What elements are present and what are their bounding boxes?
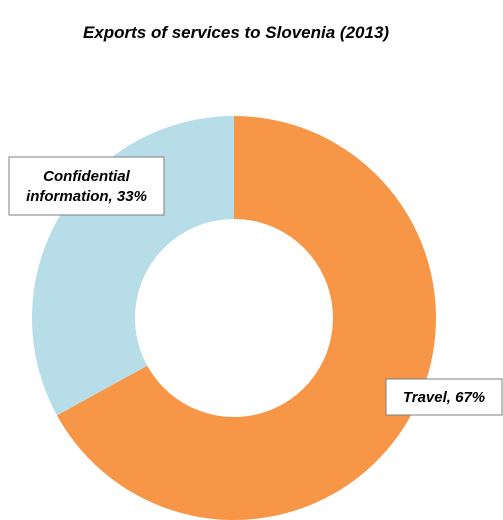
slice-travel: [56, 116, 437, 520]
data-label-box: [8, 156, 165, 216]
chart-title: Exports of services to Slovenia (2013): [83, 23, 389, 42]
data-label-text: information, 33%: [26, 188, 147, 205]
data-label-text: Travel, 67%: [403, 389, 485, 406]
data-label-travel: Travel, 67%: [385, 378, 503, 416]
data-label-box: [385, 378, 503, 416]
slice-labels: Travel, 67% Confidential information, 33%: [8, 156, 503, 416]
data-label-text: Confidential: [43, 168, 130, 185]
data-label-confidential-information: Confidential information, 33%: [8, 156, 165, 216]
